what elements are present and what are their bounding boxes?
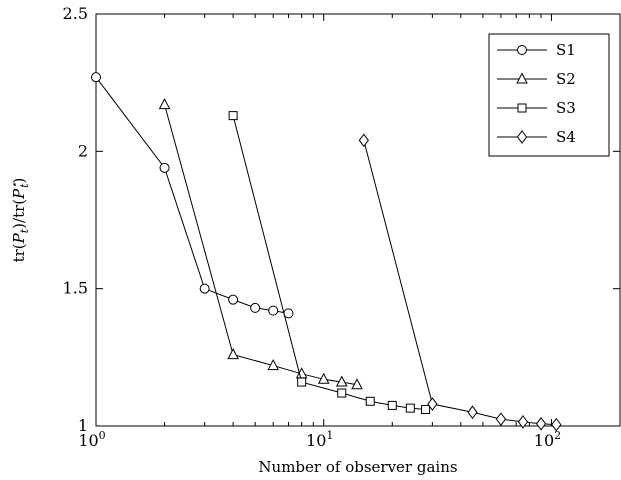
series-s4: [358, 133, 562, 432]
series-s2: [158, 98, 363, 390]
legend-label: S1: [556, 41, 576, 59]
data-point-s3: [365, 396, 375, 406]
data-point-s1: [250, 302, 261, 313]
x-axis-ticks: 100 101 102: [78, 14, 621, 450]
series-s3: [228, 111, 431, 415]
y-tick-label: 2.5: [63, 4, 88, 23]
data-point-s2: [335, 375, 348, 387]
y-tick-label: 1.5: [63, 279, 88, 298]
data-point-s4: [535, 416, 547, 431]
x-axis-label: Number of observer gains: [258, 458, 457, 476]
data-point-s2: [227, 348, 239, 360]
data-point-s1: [91, 72, 101, 83]
data-point-s3: [421, 405, 431, 415]
data-point-s3: [337, 388, 347, 398]
legend-label: S3: [556, 99, 576, 117]
legend-label: S4: [556, 128, 576, 146]
data-point-s4: [551, 417, 562, 432]
x-tick-label: 101: [306, 429, 333, 450]
series-layer: [91, 72, 562, 432]
legend-label: S2: [556, 70, 576, 88]
series-s1: [91, 72, 294, 319]
legend-marker: [517, 45, 527, 55]
data-point-s3: [228, 111, 238, 121]
x-tick-label: 102: [534, 429, 561, 450]
data-point-s2: [158, 98, 171, 110]
y-axis-ticks: 1 1.5 2 2.5: [63, 4, 620, 435]
data-point-s2: [317, 372, 330, 384]
data-point-s3: [297, 377, 307, 387]
legend-box: [488, 33, 610, 157]
data-point-s4: [427, 397, 438, 411]
data-point-s2: [267, 358, 280, 371]
legend-entry-s1: S1: [497, 41, 576, 59]
y-axis-label: tr(Pt)/tr(P⋆t): [8, 178, 31, 263]
legend-entry-s3: S3: [497, 99, 576, 117]
y-tick-label: 1: [78, 416, 88, 435]
data-point-s1: [199, 283, 210, 294]
legend: S1 S2 S3 S4: [488, 33, 610, 157]
y-tick-label: 2: [78, 141, 88, 160]
data-point-s3: [405, 403, 415, 413]
data-point-s3: [387, 400, 397, 410]
data-point-s1: [268, 305, 279, 316]
data-point-s4: [358, 133, 369, 148]
data-point-s4: [467, 405, 478, 420]
legend-marker: [516, 72, 528, 84]
legend-marker: [516, 130, 528, 144]
data-point-s4: [495, 412, 507, 426]
legend-marker: [517, 103, 527, 113]
data-point-s2: [351, 378, 363, 390]
x-tick-label: 100: [78, 429, 105, 450]
legend-entry-s2: S2: [497, 70, 576, 88]
data-point-s4: [517, 415, 529, 429]
legend-entry-s4: S4: [497, 128, 576, 146]
data-point-s1: [159, 162, 170, 173]
data-point-s1: [228, 294, 239, 305]
